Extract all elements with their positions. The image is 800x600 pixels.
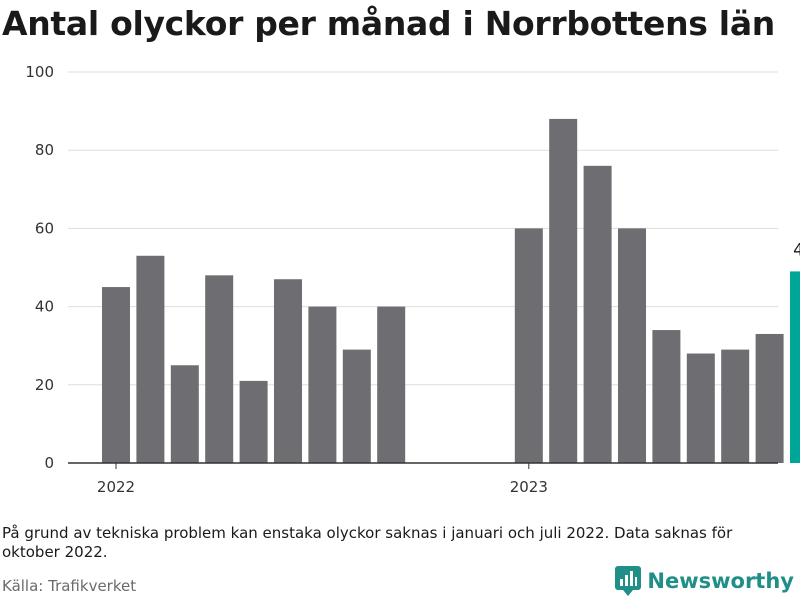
bar-2022-09 — [377, 306, 406, 463]
x-tick-label: 2022 — [97, 478, 135, 496]
bar-2022-07 — [308, 306, 337, 463]
brand-name: Newsworthy — [647, 569, 794, 593]
bar-2023-04 — [618, 228, 646, 463]
y-tick-label: 40 — [35, 298, 54, 316]
bar-2023-07 — [721, 349, 750, 463]
bar-2023-09 — [790, 271, 800, 463]
bar-2022-03 — [170, 365, 199, 463]
bar-chart: 0 20 40 60 80 100 49 2022 2023 — [25, 63, 800, 496]
footnote: På grund av tekniska problem kan enstaka… — [2, 524, 733, 561]
x-tick-label: 2023 — [510, 478, 548, 496]
bar-2022-08 — [342, 349, 371, 463]
bar-2023-08 — [755, 333, 784, 463]
y-tick-label: 0 — [44, 454, 54, 472]
bar-2023-05 — [652, 330, 681, 463]
y-tick-label: 60 — [35, 219, 54, 237]
data-label: 49 — [793, 240, 800, 260]
bar-2022-01 — [102, 287, 130, 463]
bars — [102, 118, 800, 464]
y-axis-ticks: 0 20 40 60 80 100 — [25, 63, 54, 472]
bar-2023-01 — [514, 228, 543, 463]
data-labels: 49 — [793, 240, 800, 260]
bar-2023-02 — [549, 118, 578, 464]
x-axis-ticks: 2022 2023 — [68, 462, 778, 496]
y-tick-label: 20 — [35, 376, 54, 394]
bar-2022-02 — [136, 255, 165, 463]
brand-logo[interactable]: Newsworthy — [615, 566, 794, 596]
bar-2022-06 — [274, 279, 302, 463]
y-tick-label: 100 — [25, 63, 54, 81]
bar-2023-03 — [583, 165, 612, 463]
bar-2022-04 — [205, 275, 234, 463]
newsworthy-logo-icon — [615, 566, 642, 596]
source-text: Källa: Trafikverket — [2, 577, 137, 595]
y-tick-label: 80 — [35, 141, 54, 159]
chart-title: Antal olyckor per månad i Norrbottens lä… — [2, 4, 775, 43]
bar-2022-05 — [239, 380, 268, 463]
bar-2023-06 — [686, 353, 715, 463]
